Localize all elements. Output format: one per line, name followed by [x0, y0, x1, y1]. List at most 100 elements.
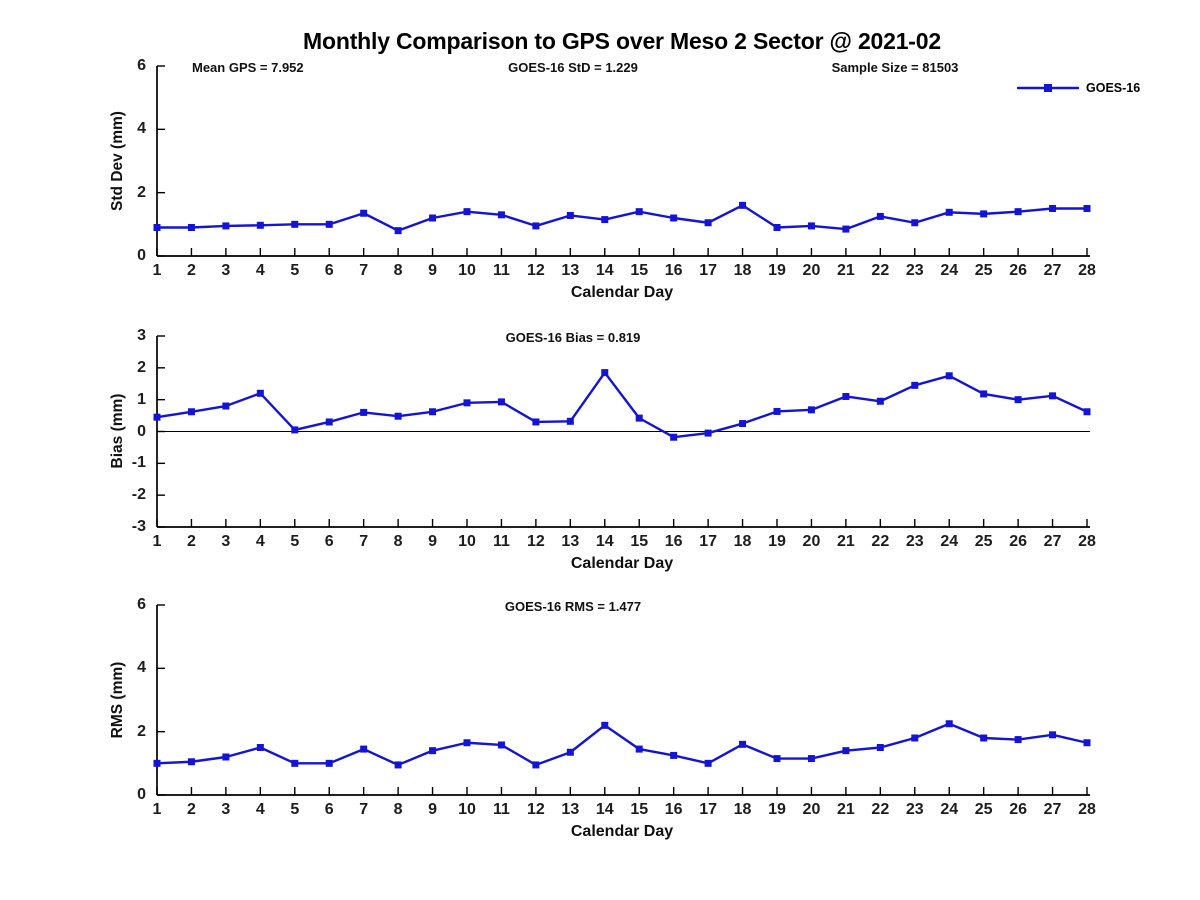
series-marker	[601, 721, 609, 729]
series-marker	[842, 392, 850, 400]
x-tick-label: 18	[733, 801, 752, 818]
series-marker	[360, 209, 368, 217]
series-marker	[911, 734, 919, 742]
y-tick-label: 2	[137, 358, 146, 376]
series-marker	[807, 406, 815, 414]
x-tick-label: 26	[1009, 801, 1028, 818]
x-tick-label: 27	[1043, 801, 1062, 818]
x-tick-label: 19	[768, 533, 786, 550]
series-marker	[670, 214, 678, 222]
series-marker	[980, 734, 988, 742]
series-marker	[704, 219, 712, 227]
series-marker	[876, 397, 884, 405]
x-tick-label: 1	[152, 533, 162, 550]
x-tick-label: 5	[290, 801, 300, 818]
x-tick-label: 9	[428, 801, 437, 818]
x-tick-label: 6	[324, 801, 334, 818]
x-tick-label: 28	[1078, 801, 1096, 818]
x-tick-label: 21	[836, 533, 855, 550]
series-marker	[532, 418, 540, 426]
series-marker	[1049, 205, 1057, 212]
x-tick-label: 16	[664, 533, 683, 550]
x-tick-label: 15	[630, 801, 649, 818]
legend-marker	[1044, 84, 1052, 92]
legend: GOES-16	[1017, 81, 1140, 95]
series-marker	[256, 221, 264, 229]
x-tick-label: 10	[458, 262, 476, 279]
series-marker	[773, 224, 781, 231]
x-tick-label: 22	[871, 801, 890, 818]
series-marker	[876, 744, 884, 751]
rms-x-axis-label: Calendar Day	[570, 823, 674, 840]
x-tick-label: 12	[526, 262, 545, 279]
x-tick-label: 12	[526, 533, 545, 550]
series-marker	[670, 751, 678, 759]
x-tick-label: 18	[733, 262, 752, 279]
rms-plot-area	[153, 604, 1091, 796]
sample-size-annotation: Sample Size = 81503	[831, 60, 959, 75]
series-marker	[842, 225, 850, 233]
series-marker	[601, 369, 609, 377]
x-tick-label: 7	[359, 262, 369, 279]
figure-title: Monthly Comparison to GPS over Meso 2 Se…	[303, 28, 941, 54]
x-tick-label: 27	[1043, 262, 1062, 279]
series-marker	[704, 429, 712, 437]
x-tick-label: 24	[940, 262, 959, 279]
series-marker	[807, 222, 815, 230]
y-tick-label: 6	[137, 596, 146, 613]
x-tick-label: 23	[905, 262, 924, 279]
x-tick-label: 1	[152, 262, 162, 279]
x-tick-label: 3	[221, 801, 231, 818]
series-marker	[1014, 736, 1022, 744]
series-marker	[394, 761, 402, 769]
rms-chart: GOES-16 RMS = 1.477 RMS (mm) Calendar Da…	[0, 596, 1200, 840]
series-marker	[1014, 208, 1022, 216]
bias-plot-area	[153, 335, 1091, 528]
x-tick-label: 22	[871, 262, 890, 279]
x-tick-label: 14	[595, 801, 614, 818]
x-tick-label: 20	[802, 801, 821, 818]
x-tick-label: 24	[940, 801, 959, 818]
series-marker	[566, 417, 574, 425]
x-tick-label: 5	[290, 533, 300, 550]
series-marker	[1049, 392, 1057, 400]
series-marker	[394, 227, 402, 235]
series-marker	[429, 747, 437, 755]
series-marker	[360, 745, 368, 753]
x-tick-label: 13	[561, 533, 580, 550]
series-marker	[463, 208, 471, 216]
x-tick-label: 8	[393, 262, 403, 279]
series-marker	[532, 761, 540, 769]
series-marker	[153, 224, 161, 231]
series-marker	[222, 222, 230, 230]
stddev-x-axis-label: Calendar Day	[570, 284, 674, 301]
series-line	[157, 204, 1087, 232]
series-marker	[739, 740, 747, 748]
series-marker	[876, 212, 884, 220]
series-marker	[739, 201, 747, 209]
legend-label: GOES-16	[1086, 81, 1141, 95]
x-tick-label: 3	[221, 533, 231, 550]
series-marker	[980, 390, 988, 398]
series-marker	[911, 219, 919, 227]
series-marker	[1083, 205, 1091, 212]
x-tick-label: 17	[699, 801, 718, 818]
series-marker	[1014, 396, 1022, 404]
x-tick-label: 23	[905, 533, 924, 550]
x-tick-label: 2	[186, 533, 196, 550]
bias-x-axis-label: Calendar Day	[570, 555, 674, 572]
x-tick-label: 8	[393, 801, 403, 818]
x-tick-label: 26	[1009, 533, 1028, 550]
series-marker	[291, 759, 299, 767]
series-marker	[945, 208, 953, 216]
series-marker	[256, 389, 264, 397]
x-tick-label: 25	[974, 801, 993, 818]
series-marker	[429, 408, 437, 416]
x-tick-label: 6	[324, 533, 334, 550]
series-marker	[291, 426, 299, 434]
series-marker	[945, 372, 953, 380]
x-tick-label: 13	[561, 801, 580, 818]
x-tick-label: 3	[221, 262, 231, 279]
x-tick-label: 28	[1078, 262, 1096, 279]
series-marker	[739, 420, 747, 428]
